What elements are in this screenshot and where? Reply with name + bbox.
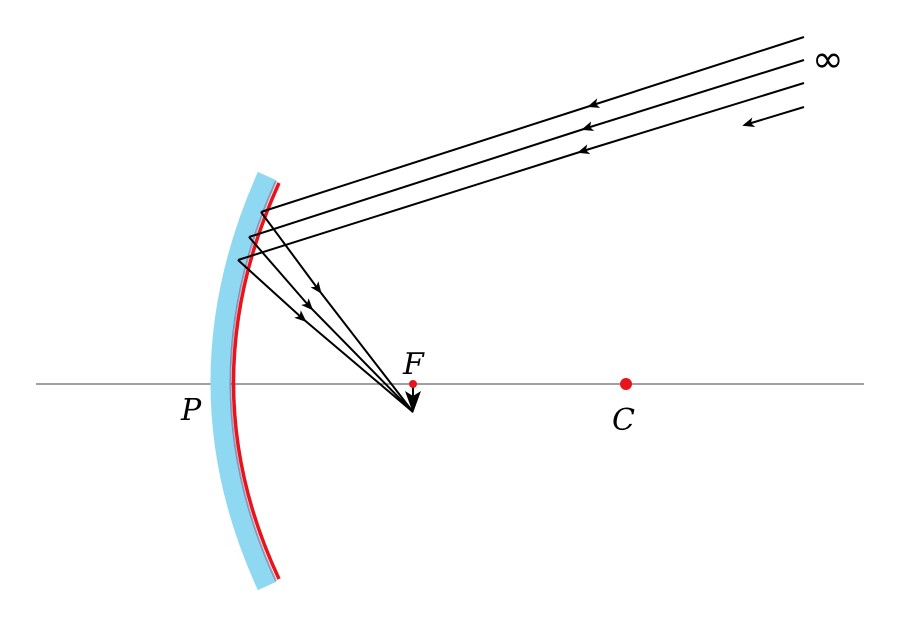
mirror-back bbox=[210, 171, 277, 591]
reflected-ray-2 bbox=[248, 236, 414, 413]
focus-label: F bbox=[402, 347, 425, 382]
incident-ray-1 bbox=[260, 36, 805, 213]
incident-ray-2 bbox=[248, 59, 805, 238]
incoming-direction-arrow bbox=[742, 106, 805, 128]
focus-convergence-arrow bbox=[405, 391, 421, 413]
mirror-reflecting-surface bbox=[231, 182, 281, 580]
center-of-curvature-dot bbox=[620, 378, 632, 390]
center-label: C bbox=[612, 403, 635, 438]
infinity-label: ∞ bbox=[812, 37, 844, 81]
reflected-ray-3 bbox=[237, 259, 414, 413]
pole-label: P bbox=[180, 393, 202, 428]
focal-point-dot bbox=[409, 380, 417, 388]
incident-ray-3 bbox=[237, 82, 805, 261]
reflected-ray-1 bbox=[260, 211, 414, 413]
